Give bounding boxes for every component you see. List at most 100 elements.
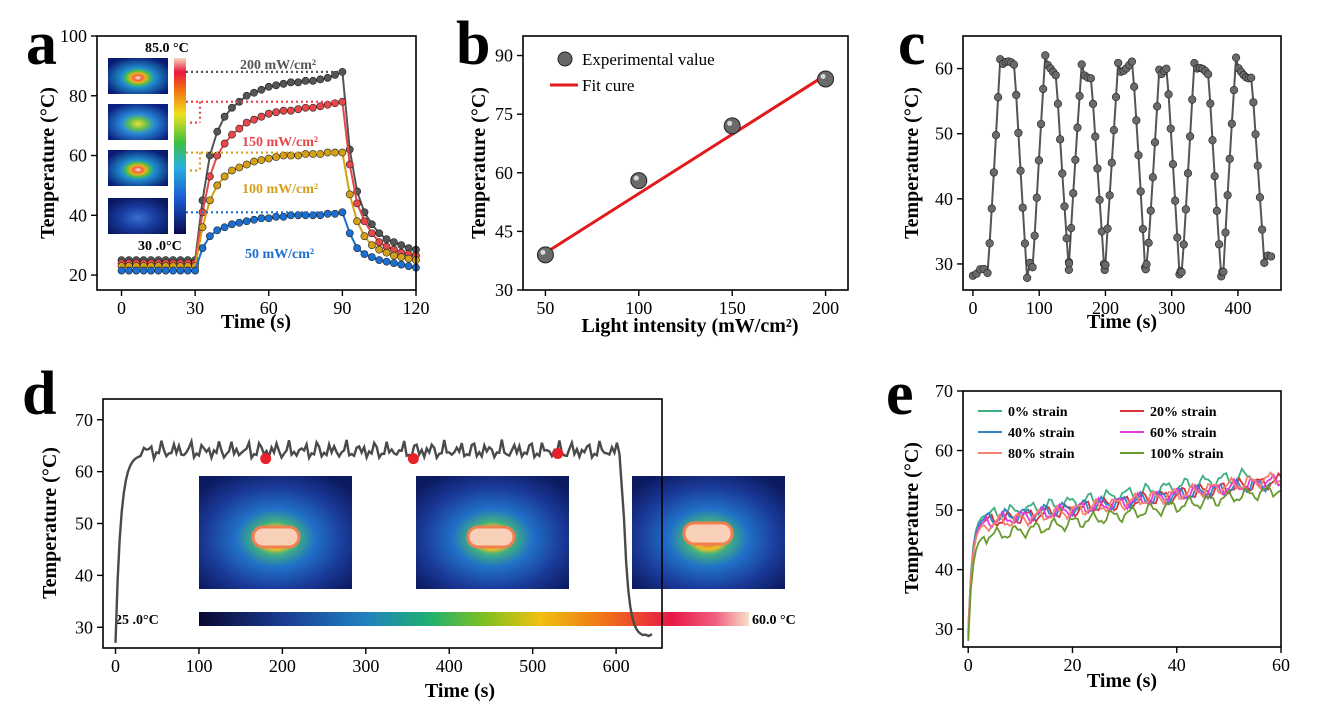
data-point-a — [375, 238, 384, 247]
colorbar-d — [199, 612, 749, 626]
data-point-c — [1041, 51, 1050, 60]
y-tick-label-b: 75 — [495, 104, 513, 124]
data-point-c — [1075, 91, 1084, 101]
data-point-a — [154, 266, 163, 275]
panel-b: b 50 100 150 200 30 45 60 75 90 Light intensity … — [456, 10, 849, 337]
panel-e: e 0 20 40 60 30 40 50 60 70 0% strain 20% strain 4… — [886, 360, 1290, 692]
data-point-a — [301, 76, 310, 85]
data-point-c — [994, 93, 1003, 102]
data-point-a — [279, 106, 288, 115]
x-axis-title-d: Time (s) — [425, 680, 495, 702]
series-line-e-4 — [967, 471, 1282, 630]
data-point-c — [1058, 169, 1067, 178]
data-point-c — [1018, 203, 1027, 212]
data-point-c — [1146, 206, 1155, 215]
data-point-a — [286, 151, 295, 160]
data-point-c — [991, 131, 1001, 140]
data-point-a — [294, 211, 303, 220]
data-point-a — [345, 160, 354, 169]
data-point-c — [989, 168, 998, 177]
panel-letter-c: c — [898, 10, 926, 78]
x-tick-label-e: 60 — [1272, 655, 1290, 675]
data-point-a — [242, 217, 251, 226]
x-tick-label-e: 40 — [1168, 655, 1186, 675]
data-point-c — [1258, 225, 1267, 234]
data-point-a — [286, 78, 295, 87]
data-point-c — [1253, 161, 1262, 170]
colorbar-min-a: 30 .0°C — [138, 239, 182, 254]
colorbar-min-d: 25 .0°C — [115, 613, 159, 628]
data-point-a — [250, 88, 258, 97]
hot-spot-d2 — [466, 525, 516, 549]
colorbar-a — [174, 58, 186, 234]
y-axis-title-d: Temperature (°C) — [39, 447, 61, 599]
thermal-image-100 — [108, 150, 168, 186]
data-point-c — [1188, 95, 1197, 104]
data-point-a — [264, 109, 273, 118]
data-point-c — [1069, 189, 1078, 198]
data-point-c — [1020, 239, 1030, 248]
x-tick-label-d: 300 — [352, 656, 379, 676]
data-point-a — [264, 82, 273, 91]
data-point-a — [124, 266, 133, 275]
x-tick-label-c: 300 — [1158, 298, 1185, 318]
data-point-c — [987, 204, 996, 213]
data-point-a — [139, 266, 148, 275]
panel-letter-b: b — [456, 10, 490, 78]
y-tick-label-c: 30 — [935, 254, 953, 274]
legend-label-e: 0% strain — [1008, 405, 1068, 420]
panel-letter-a: a — [26, 10, 57, 78]
data-point-c — [1077, 60, 1086, 69]
data-point-a — [397, 260, 406, 269]
data-point-a — [353, 217, 362, 226]
data-point-a — [404, 254, 413, 263]
data-point-c — [1214, 240, 1224, 249]
data-point-a — [205, 232, 214, 241]
y-tick-label-b: 90 — [495, 46, 513, 66]
data-point-c — [1164, 90, 1173, 99]
series-line-e-3 — [967, 472, 1282, 633]
y-tick-label-d: 30 — [75, 617, 93, 637]
data-point-c — [1091, 132, 1100, 141]
y-tick-label-c: 60 — [935, 59, 953, 79]
data-point-a — [286, 211, 295, 220]
x-axis-title-e: Time (s) — [1087, 670, 1157, 692]
data-point-a — [250, 215, 258, 224]
data-point-c — [1023, 273, 1032, 283]
data-point-a — [228, 103, 236, 112]
x-tick-label-e: 0 — [964, 655, 973, 675]
data-point-a — [250, 157, 258, 166]
data-point-a — [316, 102, 325, 111]
data-point-c — [1030, 231, 1039, 240]
data-point-c — [1266, 252, 1276, 261]
data-point-a — [220, 139, 229, 148]
label-200: 200 mW/cm² — [240, 58, 316, 73]
data-point-c — [1034, 156, 1044, 165]
y-tick-label-e: 30 — [935, 619, 953, 639]
panel-d: d 25 .0°C 60.0 °C 0 100 200 300 400 500 600 30 4… — [22, 360, 796, 702]
data-point-c — [1127, 57, 1137, 66]
data-point-c — [1150, 138, 1160, 147]
data-point-c — [1206, 99, 1215, 108]
x-tick-label-a: 0 — [117, 298, 126, 318]
data-point-a — [286, 106, 295, 115]
thermal-image-50 — [108, 198, 168, 234]
data-point-c — [1142, 260, 1151, 269]
data-point-c — [1208, 136, 1217, 145]
data-point-a — [294, 78, 303, 87]
data-point-a — [213, 226, 222, 235]
data-point-a — [198, 244, 207, 253]
thermal-images-d — [199, 476, 785, 589]
panel-letter-e: e — [886, 360, 914, 428]
x-tick-label-b: 200 — [812, 298, 839, 318]
plot-frame-d — [102, 398, 663, 649]
data-point-a — [272, 108, 281, 117]
data-point-c — [1166, 124, 1175, 133]
data-point-c — [1138, 224, 1147, 234]
data-point-a — [367, 220, 376, 229]
data-point-c — [1103, 224, 1112, 233]
sample-marker-d — [260, 453, 272, 465]
data-point-a — [183, 266, 192, 275]
panel-letter-d: d — [22, 360, 56, 428]
data-point-c — [1134, 151, 1143, 160]
